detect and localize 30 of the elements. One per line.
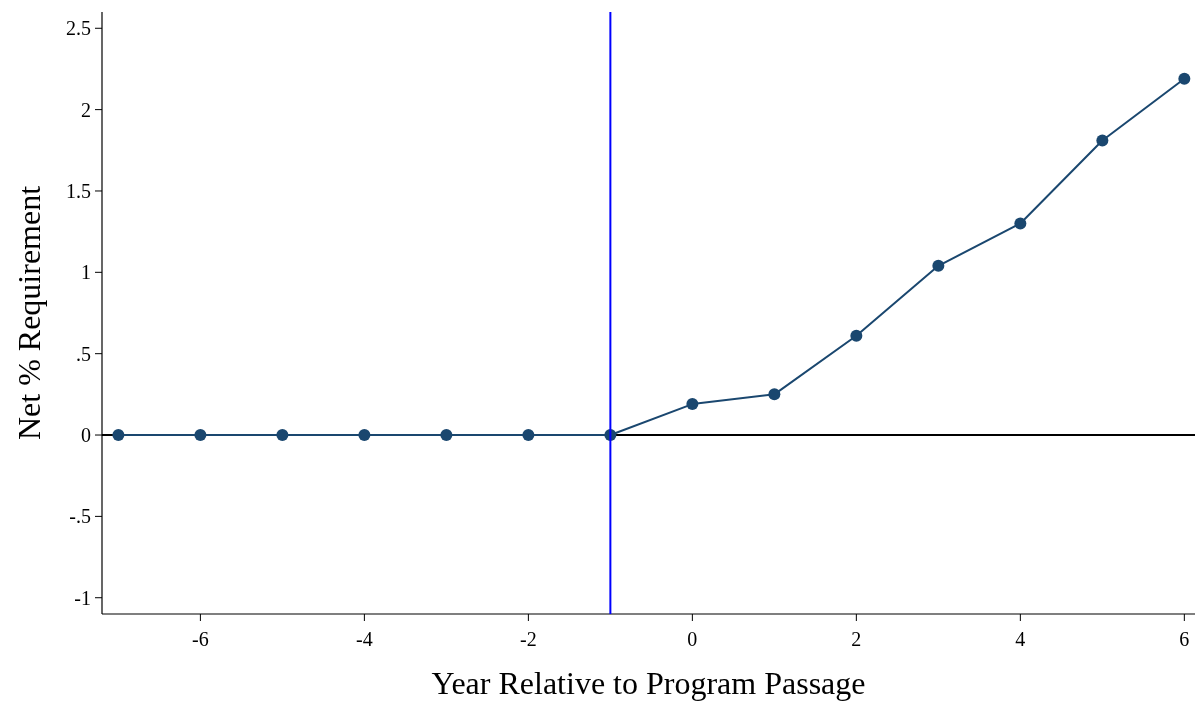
y-tick-label: -1 <box>74 586 91 609</box>
point <box>194 429 207 442</box>
point <box>276 429 289 442</box>
x-tick-label: 6 <box>1179 628 1190 650</box>
y-tick-label: .5 <box>76 342 91 365</box>
x-axis-title: Year Relative to Program Passage <box>431 665 866 701</box>
x-tick-label: 0 <box>687 628 698 650</box>
point <box>1014 217 1027 230</box>
x-tick-label: -6 <box>192 628 209 650</box>
y-tick-label: 0 <box>81 424 91 447</box>
point <box>112 429 125 442</box>
x-tick-label: -2 <box>520 628 537 650</box>
x-tick-label: 2 <box>851 628 862 650</box>
y-tick-label: 2.5 <box>66 17 91 40</box>
point <box>358 429 371 442</box>
x-tick-label: 4 <box>1015 628 1026 650</box>
point <box>1178 72 1191 85</box>
x-tick-label: -4 <box>356 628 373 650</box>
y-tick-label: -.5 <box>69 505 91 528</box>
y-tick-label: 2 <box>81 98 91 121</box>
point <box>850 329 863 342</box>
point <box>768 388 781 401</box>
y-tick-label: 1 <box>81 261 91 284</box>
y-tick-label: 1.5 <box>66 179 91 202</box>
point <box>686 398 699 411</box>
point <box>522 429 535 442</box>
point <box>1096 134 1109 147</box>
y-axis-title: Net % Requirement <box>11 185 47 441</box>
point <box>932 259 945 272</box>
point <box>440 429 453 442</box>
